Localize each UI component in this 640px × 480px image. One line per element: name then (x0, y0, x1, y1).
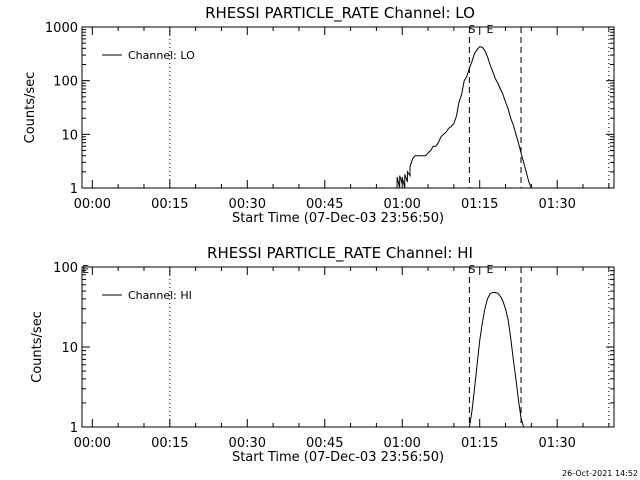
panel2-xtick-label: 00:45 (306, 436, 343, 451)
panel2-xtick-label: 00:15 (151, 436, 188, 451)
panel2-ytick-label: 100 (53, 261, 78, 276)
panel2-ylabel: Counts/sec (30, 311, 45, 383)
panel1-ytick-label: 1 (70, 182, 78, 197)
panel1-ytick-label: 1000 (45, 21, 78, 36)
panel1-xlabel: Start Time (07-Dec-03 23:56:50) (232, 211, 444, 226)
panel1-xtick-label: 01:00 (383, 197, 420, 212)
footer-timestamp: 26-Oct-2021 14:52 (562, 469, 638, 478)
panel1-xtick-label: 00:30 (229, 197, 266, 212)
panel1-xtick-label: 00:15 (151, 197, 188, 212)
panel1-xtick-label: 00:00 (74, 197, 111, 212)
panel2-legend-label: Channel: HI (128, 289, 192, 302)
panel1-series-line (394, 46, 532, 189)
panel2-xtick-label: 00:00 (74, 436, 111, 451)
panel2-xlabel: Start Time (07-Dec-03 23:56:50) (232, 450, 444, 465)
panel1-title: RHESSI PARTICLE_RATE Channel: LO (205, 4, 475, 23)
panel2-xtick-label: 01:15 (461, 436, 498, 451)
panel1-legend-label: Channel: LO (128, 49, 195, 62)
panel2-ytick-label: 10 (61, 341, 78, 356)
panel2-marker-E: E (487, 263, 494, 276)
panel1-xtick-label: 01:30 (538, 197, 575, 212)
panel2-xtick-label: 00:30 (229, 436, 266, 451)
panel1-xtick-label: 00:45 (306, 197, 343, 212)
panel2-xtick-label: 01:00 (383, 436, 420, 451)
panel1-marker-S: S (468, 23, 475, 36)
panel2-title: RHESSI PARTICLE_RATE Channel: HI (207, 244, 473, 263)
panel2-ytick-label: 1 (70, 421, 78, 436)
panel1-axes-box (81, 26, 615, 189)
panel2-xtick-label: 01:30 (538, 436, 575, 451)
panel1-ytick-label: 100 (53, 75, 78, 90)
panel1-marker-E: E (487, 23, 494, 36)
panel1-xtick-label: 01:15 (461, 197, 498, 212)
panel2-marker-E: E (82, 263, 89, 276)
panel2-marker-S: S (468, 263, 475, 276)
panel2-series-line (468, 292, 525, 428)
panel1-ytick-label: 10 (61, 128, 78, 143)
panel1-ylabel: Counts/sec (23, 72, 38, 144)
